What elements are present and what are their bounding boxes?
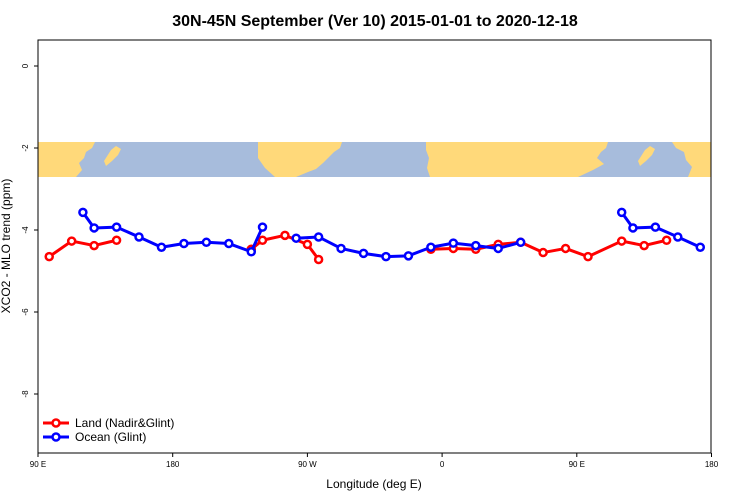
y-axis: 0 -2 -4 -6 -8	[21, 63, 38, 398]
x-tick-label: 0	[440, 460, 445, 469]
data-point	[616, 207, 627, 218]
data-point	[134, 232, 144, 242]
data-point	[650, 222, 661, 232]
landmass-europe-africa-asia	[426, 142, 608, 177]
series-ocean	[78, 207, 706, 262]
x-tick-label: 90 W	[298, 460, 317, 469]
legend-label: Land (Nadir&Glint)	[75, 416, 174, 430]
data-point	[336, 243, 346, 254]
data-point	[538, 247, 548, 258]
data-point	[257, 235, 268, 245]
series-line	[430, 238, 667, 259]
data-point	[302, 239, 313, 250]
series-layer	[44, 207, 706, 265]
data-point	[673, 232, 683, 242]
data-point	[313, 232, 324, 242]
series-line	[81, 211, 264, 254]
landmass-asia-east-repeat	[672, 142, 711, 177]
data-point	[156, 242, 167, 252]
data-point	[493, 243, 503, 254]
data-point	[111, 235, 122, 245]
x-tick-label: 180	[705, 460, 719, 469]
data-point	[639, 240, 649, 251]
x-tick-label: 180	[166, 460, 180, 469]
data-point	[426, 242, 436, 252]
legend-label: Ocean (Glint)	[75, 430, 146, 444]
landmass-japan-repeat	[638, 146, 655, 166]
legend-swatch-marker	[51, 418, 61, 428]
world-map-band	[38, 142, 711, 177]
data-point	[313, 254, 324, 265]
x-tick-label: 90 E	[30, 460, 46, 469]
data-point	[471, 240, 481, 251]
data-point	[616, 236, 627, 246]
data-point	[358, 248, 369, 259]
data-point	[246, 246, 257, 257]
data-point	[661, 235, 672, 245]
legend: Land (Nadir&Glint)Ocean (Glint)	[43, 416, 174, 444]
chart-title: 30N-45N September (Ver 10) 2015-01-01 to…	[172, 13, 578, 30]
map-ocean-background	[38, 142, 711, 177]
x-axis: 90 E 180 90 W 0 90 E 180	[30, 453, 719, 469]
data-point	[560, 243, 571, 254]
data-point	[291, 233, 301, 243]
x-tick-label: 90 E	[569, 460, 585, 469]
data-point	[224, 238, 234, 249]
data-point	[179, 238, 189, 249]
data-point	[381, 251, 391, 262]
data-point	[44, 251, 54, 262]
landmass-north-america	[258, 142, 342, 177]
landmass-mediterranean	[450, 153, 494, 166]
y-tick-label: -8	[21, 390, 30, 398]
data-point	[78, 207, 88, 218]
data-point	[257, 222, 268, 232]
map-landmasses	[38, 142, 711, 177]
y-tick-label: -4	[21, 226, 30, 234]
plot-frame	[37, 39, 712, 454]
y-tick-label: -6	[21, 308, 30, 316]
data-point	[89, 240, 99, 251]
x-axis-label: Longitude (deg E)	[326, 477, 421, 491]
data-point	[403, 251, 414, 261]
data-point	[280, 230, 290, 241]
landmass-asia-west	[38, 142, 95, 177]
y-axis-label: XCO2 - MLO trend (ppm)	[0, 179, 13, 314]
y-tick-label: -2	[21, 144, 30, 152]
data-point	[448, 238, 459, 248]
series-line	[48, 238, 117, 258]
landmass-japan	[104, 146, 121, 166]
data-point	[201, 237, 212, 248]
data-point	[66, 236, 77, 246]
legend-swatch-marker	[51, 432, 61, 442]
data-point	[89, 223, 99, 233]
y-tick-label: 0	[21, 63, 30, 68]
data-point	[583, 251, 593, 262]
data-point	[695, 242, 706, 252]
data-point	[111, 222, 122, 232]
data-point	[515, 237, 526, 248]
data-point	[628, 223, 638, 233]
